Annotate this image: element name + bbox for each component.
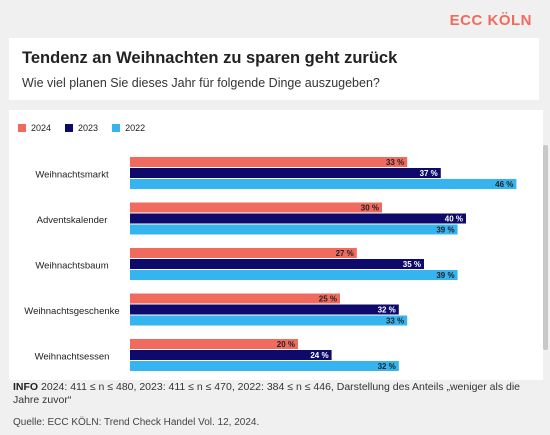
chart-legend: 2024 2023 2022 [18, 123, 145, 133]
legend-swatch-2022 [112, 124, 121, 132]
source-note: Quelle: ECC KÖLN: Trend Check Handel Vol… [13, 417, 260, 428]
legend-label-2024: 2024 [31, 123, 52, 133]
data-label: 40 % [445, 215, 463, 224]
category-label: Weihnachtsgeschenke [24, 306, 119, 317]
data-label: 30 % [361, 204, 379, 213]
category-label: Adventskalender [37, 215, 108, 226]
data-label: 32 % [378, 362, 396, 371]
bar-2024 [130, 202, 382, 213]
legend-item-2022: 2022 [112, 123, 145, 133]
bar-2024 [130, 339, 298, 349]
bar-2023 [130, 168, 441, 178]
bar-2024 [130, 293, 340, 304]
bar-2022 [130, 315, 408, 326]
category-label: Weihnachtsessen [35, 352, 110, 363]
category-label: Weihnachtsbaum [35, 261, 108, 272]
page-title: Tendenz an Weihnachten zu sparen geht zu… [22, 49, 398, 67]
legend-swatch-2023 [65, 124, 74, 132]
legend-item-2024: 2024 [18, 123, 51, 133]
data-label: 46 % [495, 180, 513, 189]
bar-2023 [130, 350, 332, 360]
bar-2022 [130, 224, 458, 235]
info-note: INFO 2024: 411 ≤ n ≤ 480, 2023: 411 ≤ n … [13, 381, 538, 407]
data-label: 24 % [310, 351, 328, 360]
legend-label-2023: 2023 [78, 123, 99, 133]
legend-item-2023: 2023 [65, 123, 98, 133]
data-label: 27 % [336, 249, 354, 258]
page-subtitle: Wie viel planen Sie dieses Jahr für folg… [22, 76, 380, 90]
bar-2023 [130, 213, 466, 224]
legend-swatch-2024 [18, 124, 26, 132]
data-label: 20 % [277, 340, 295, 349]
chart-scrollbar[interactable] [543, 145, 548, 350]
chart-panel [9, 110, 543, 380]
bar-2024 [130, 248, 357, 258]
data-label: 35 % [403, 260, 421, 269]
data-label: 32 % [378, 306, 396, 315]
data-label: 25 % [319, 295, 337, 304]
bar-2023 [130, 304, 399, 315]
bar-2023 [130, 259, 424, 269]
category-label: Weihnachtsmarkt [35, 170, 109, 181]
data-label: 33 % [386, 158, 404, 167]
bar-2022 [130, 179, 517, 189]
title-box: Tendenz an Weihnachten zu sparen geht zu… [9, 38, 539, 100]
info-label: INFO [13, 381, 39, 393]
data-label: 37 % [420, 169, 438, 178]
legend-label-2022: 2022 [125, 123, 146, 133]
bar-2024 [130, 157, 408, 167]
data-label: 39 % [436, 226, 454, 235]
data-label: 33 % [386, 317, 404, 326]
brand-logo: ECC KÖLN [449, 12, 532, 29]
bar-2022 [130, 270, 458, 280]
data-label: 39 % [436, 271, 454, 280]
info-text: 2024: 411 ≤ n ≤ 480, 2023: 411 ≤ n ≤ 470… [13, 381, 521, 406]
bar-2022 [130, 361, 399, 371]
